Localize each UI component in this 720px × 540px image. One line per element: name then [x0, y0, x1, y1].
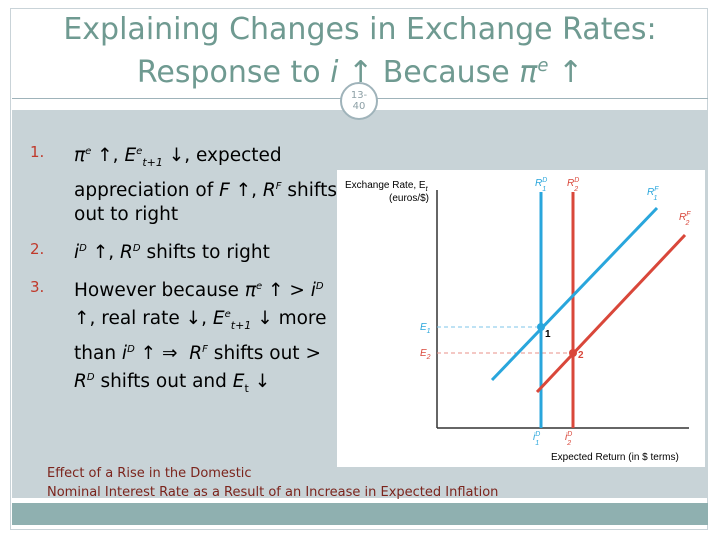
y-axis-unit-label: (euros/$) — [389, 193, 429, 204]
list-item: 1. πe ↑, Eet+1 ↓, expected appreciation … — [30, 140, 340, 227]
list-number: 3. — [30, 278, 45, 297]
rd1-label: RD 1 — [535, 177, 547, 193]
diagram-svg: Exchange Rate, Et (euros/$) Expected Ret… — [345, 177, 691, 463]
rd2-label: RD 2 — [567, 177, 579, 193]
page-number-top: 13- — [350, 90, 368, 101]
y-axis-label: Exchange Rate, Et — [345, 180, 429, 193]
list-item: 2. iD ↑, RD shifts to right — [30, 237, 340, 265]
rf2-curve — [535, 233, 687, 394]
title-text-b: ↑ Because — [338, 55, 520, 90]
footer-strip — [12, 503, 708, 525]
i2-label: iD 2 — [565, 431, 572, 447]
bullet-list: 1. πe ↑, Eet+1 ↓, expected appreciation … — [30, 140, 340, 411]
rf2-label: RF 2 — [679, 211, 691, 227]
list-item: 3. However because πe ↑ > iD ↑, real rat… — [30, 275, 340, 401]
x-axis-label: Expected Return (in $ terms) — [551, 452, 679, 463]
caption-line-2: Nominal Interest Rate as a Result of an … — [47, 485, 499, 500]
e2-label: E2 — [420, 348, 431, 361]
title-text-c: ↑ — [548, 55, 584, 90]
exchange-rate-diagram: Exchange Rate, Et (euros/$) Expected Ret… — [337, 170, 705, 467]
rf1-label: RF 1 — [647, 186, 659, 202]
title-pi: π — [519, 55, 538, 90]
page-number-badge: 13- 40 — [340, 82, 378, 120]
point-1-label: 1 — [545, 329, 551, 340]
page-number-bottom: 40 — [352, 101, 366, 112]
figure-caption: Effect of a Rise in the Domestic Nominal… — [47, 464, 607, 502]
title-text-a: Response to — [136, 55, 331, 90]
equilibrium-point-2 — [569, 349, 577, 357]
title-sup-e: e — [537, 55, 549, 76]
title-i: i — [330, 55, 339, 90]
slide-title: Explaining Changes in Exchange Rates: Re… — [12, 12, 708, 91]
equilibrium-point-1 — [537, 323, 545, 331]
list-number: 2. — [30, 240, 45, 258]
title-line-2: Response to i ↑ Because πe ↑ — [12, 48, 708, 91]
i1-label: iD 1 — [533, 431, 540, 447]
point-2-label: 2 — [578, 350, 584, 361]
caption-line-1: Effect of a Rise in the Domestic — [47, 466, 252, 481]
list-number: 1. — [30, 143, 45, 161]
rf1-curve — [490, 206, 659, 382]
e1-label: E1 — [420, 322, 431, 335]
title-line-1: Explaining Changes in Exchange Rates: — [63, 12, 657, 47]
